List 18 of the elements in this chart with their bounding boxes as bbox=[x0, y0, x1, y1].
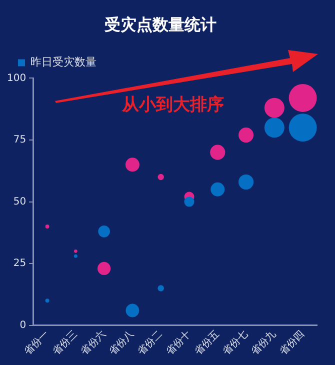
x-tick-label: 省份三 bbox=[50, 328, 80, 358]
x-tick-label: 省份四 bbox=[277, 328, 307, 358]
chart-title: 受灾点数量统计 bbox=[104, 14, 216, 34]
legend-label: 昨日受灾数量 bbox=[30, 56, 96, 69]
y-tick-label: 25 bbox=[13, 258, 26, 270]
x-tick-label: 省份五 bbox=[192, 328, 222, 358]
y-tick-label: 100 bbox=[6, 72, 26, 84]
x-tick-label: 省份一 bbox=[22, 328, 52, 358]
x-tick-label: 省份九 bbox=[248, 328, 278, 358]
x-tick-label: 省份十 bbox=[163, 328, 194, 358]
y-tick-label: 75 bbox=[13, 134, 26, 146]
x-tick-label: 省份七 bbox=[220, 328, 250, 358]
y-tick-label: 50 bbox=[13, 196, 26, 208]
y-tick-label: 0 bbox=[20, 320, 26, 331]
x-tick-label: 省份二 bbox=[135, 328, 165, 358]
x-tick-label: 省份八 bbox=[106, 328, 136, 358]
x-tick-label: 省份六 bbox=[78, 328, 108, 358]
annotation: 从小到大排序 bbox=[122, 94, 224, 116]
